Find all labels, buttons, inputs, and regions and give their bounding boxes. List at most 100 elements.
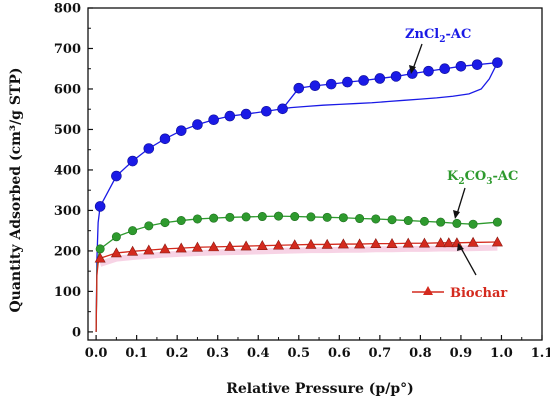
x-tick-label: 0.6	[328, 346, 351, 361]
x-tick-label: 0.8	[409, 346, 432, 361]
data-point	[111, 232, 121, 242]
data-point	[374, 73, 386, 84]
data-point	[436, 217, 446, 227]
data-point	[455, 61, 467, 72]
data-point	[491, 236, 503, 247]
data-point	[192, 119, 203, 130]
data-point	[306, 212, 316, 222]
k2co3-label-co: CO	[465, 169, 487, 184]
zncl2-label-main: ZnCl	[405, 27, 439, 42]
data-point	[159, 243, 171, 254]
data-point	[240, 240, 252, 251]
data-point	[241, 212, 251, 222]
data-point	[127, 155, 138, 167]
x-tick-label: 0.7	[369, 346, 392, 361]
k2co3-series-label: K2CO3-AC	[447, 169, 518, 187]
data-point	[144, 221, 154, 231]
data-point	[261, 105, 272, 117]
axis-ticks: 0.0 0.1 0.2 0.3 0.4 0.5 0.6 0.7 0.8 0.9 1.0 1.1 0 100…	[54, 2, 550, 362]
x-axis-title: Relative Pressure (p/p°)	[226, 381, 413, 397]
data-point	[209, 213, 219, 223]
data-point	[325, 78, 337, 90]
data-point	[128, 226, 138, 236]
x-tick-label: 0.2	[166, 346, 189, 361]
series-2	[94, 236, 503, 332]
y-tick-label: 400	[54, 163, 81, 178]
data-point	[208, 114, 219, 126]
biochar-arrow	[460, 247, 477, 276]
data-point	[337, 238, 349, 249]
data-point	[160, 218, 170, 228]
data-point	[471, 59, 483, 70]
x-tick-label: 1.1	[531, 346, 550, 361]
data-point	[111, 170, 122, 182]
data-point	[159, 133, 171, 145]
data-point	[208, 241, 220, 252]
zncl2-arrow	[412, 43, 423, 70]
biochar-legend: Biochar	[412, 286, 507, 301]
data-point	[277, 103, 288, 115]
data-point	[322, 212, 332, 222]
data-point	[467, 236, 479, 247]
data-point	[95, 244, 105, 254]
data-point	[435, 237, 447, 248]
data-point	[321, 238, 333, 249]
data-point	[192, 214, 202, 224]
data-point	[418, 237, 430, 248]
x-tick-label: 0.4	[247, 346, 270, 361]
data-point	[127, 245, 139, 256]
k2co3-arrow	[456, 187, 466, 215]
series-layer	[94, 57, 503, 332]
data-point	[143, 244, 155, 255]
data-point	[273, 239, 285, 250]
plot-frame	[87, 7, 543, 341]
y-tick-label: 700	[54, 42, 81, 57]
data-point	[293, 82, 305, 94]
data-point	[110, 247, 122, 258]
y-tick-label: 0	[72, 325, 81, 340]
data-point	[419, 216, 429, 226]
annotation-arrows	[409, 43, 477, 276]
x-tick-label: 0.5	[287, 346, 310, 361]
x-tick-label: 1.0	[490, 346, 513, 361]
data-point	[224, 240, 236, 251]
data-point	[305, 238, 317, 249]
data-point	[289, 239, 301, 250]
zncl2-label-sub: 2	[439, 35, 445, 45]
data-point	[274, 211, 284, 221]
data-point	[175, 125, 187, 136]
x-tick-label: 0.1	[125, 346, 148, 361]
data-point	[358, 75, 369, 86]
data-point	[94, 201, 106, 212]
y-tick-label: 200	[54, 244, 81, 259]
biochar-arrow-head	[457, 243, 464, 251]
y-tick-label: 800	[54, 2, 81, 17]
zncl2-label-tail: -AC	[446, 27, 472, 42]
data-point	[354, 238, 366, 249]
data-point	[94, 252, 106, 263]
data-point	[290, 212, 300, 222]
y-tick-label: 500	[54, 123, 81, 138]
data-point	[175, 242, 187, 253]
data-point	[338, 213, 348, 223]
x-tick-label: 0.0	[85, 346, 108, 361]
k2co3-label-tail: -AC	[493, 169, 519, 184]
data-point	[191, 241, 203, 252]
data-point	[402, 237, 414, 248]
biochar-legend-label: Biochar	[450, 286, 507, 301]
plot-area	[87, 7, 543, 341]
k2co3-arrow-head	[453, 210, 460, 219]
data-point	[256, 240, 268, 250]
data-point	[342, 76, 353, 88]
data-point	[439, 63, 451, 75]
desorption-line	[282, 62, 498, 110]
data-point	[492, 57, 503, 68]
zncl2-series-label: ZnCl2-AC	[405, 27, 471, 45]
series-0	[94, 57, 503, 332]
data-point	[225, 212, 235, 222]
data-point	[443, 237, 455, 248]
data-point	[403, 216, 413, 226]
data-point	[309, 80, 321, 92]
data-point	[452, 218, 462, 228]
